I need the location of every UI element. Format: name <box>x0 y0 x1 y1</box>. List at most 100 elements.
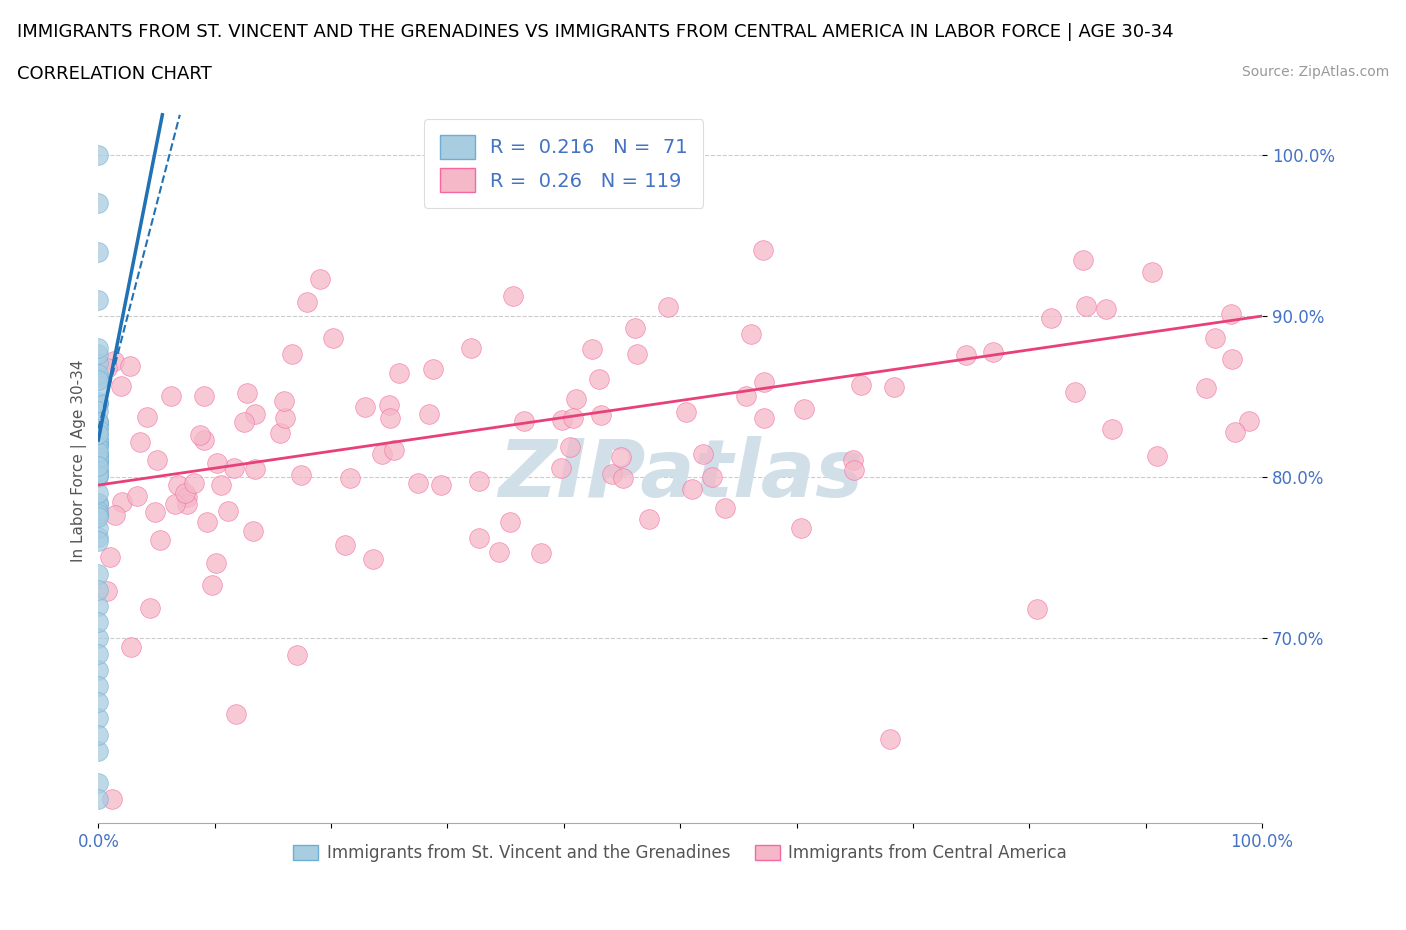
Immigrants from Central America <box>205 456 228 471</box>
Immigrants from Central America <box>145 453 167 468</box>
Immigrants from Central America <box>529 546 551 561</box>
Immigrants from Central America <box>335 538 357 552</box>
Immigrants from St. Vincent and the Grenadines <box>87 369 110 384</box>
Immigrants from Central America <box>851 378 873 392</box>
Immigrants from Central America <box>581 341 603 356</box>
Immigrants from St. Vincent and the Grenadines <box>87 508 110 523</box>
Immigrants from Central America <box>1222 352 1244 366</box>
Immigrants from Central America <box>610 449 633 464</box>
Immigrants from St. Vincent and the Grenadines <box>87 427 110 442</box>
Immigrants from Central America <box>176 489 198 504</box>
Immigrants from St. Vincent and the Grenadines <box>87 646 110 661</box>
Immigrants from St. Vincent and the Grenadines <box>87 448 110 463</box>
Immigrants from Central America <box>96 361 118 376</box>
Immigrants from Central America <box>1064 384 1087 399</box>
Immigrants from Central America <box>512 414 534 429</box>
Immigrants from Central America <box>498 515 520 530</box>
Immigrants from St. Vincent and the Grenadines <box>87 421 110 436</box>
Immigrants from St. Vincent and the Grenadines <box>87 679 110 694</box>
Immigrants from St. Vincent and the Grenadines <box>87 631 110 645</box>
Immigrants from St. Vincent and the Grenadines <box>87 598 110 613</box>
Immigrants from St. Vincent and the Grenadines <box>87 496 110 511</box>
Immigrants from Central America <box>735 389 758 404</box>
Immigrants from St. Vincent and the Grenadines <box>87 437 110 452</box>
Immigrants from Central America <box>692 446 714 461</box>
Immigrants from Central America <box>103 353 125 368</box>
Immigrants from Central America <box>700 470 723 485</box>
Immigrants from St. Vincent and the Grenadines <box>87 404 110 418</box>
Immigrants from Central America <box>468 473 491 488</box>
Immigrants from St. Vincent and the Grenadines <box>87 462 110 477</box>
Immigrants from Central America <box>1074 299 1097 313</box>
Immigrants from Central America <box>637 512 659 526</box>
Immigrants from Central America <box>290 467 312 482</box>
Immigrants from St. Vincent and the Grenadines <box>87 445 110 459</box>
Immigrants from Central America <box>430 477 453 492</box>
Immigrants from St. Vincent and the Grenadines <box>87 711 110 726</box>
Immigrants from St. Vincent and the Grenadines <box>87 498 110 513</box>
Immigrants from St. Vincent and the Grenadines <box>87 395 110 410</box>
Immigrants from Central America <box>675 405 697 419</box>
Immigrants from St. Vincent and the Grenadines <box>87 504 110 519</box>
Immigrants from St. Vincent and the Grenadines <box>87 445 110 459</box>
Immigrants from St. Vincent and the Grenadines <box>87 413 110 428</box>
Immigrants from St. Vincent and the Grenadines <box>87 469 110 484</box>
Immigrants from Central America <box>844 462 866 477</box>
Immigrants from Central America <box>1071 252 1094 267</box>
Immigrants from Central America <box>160 389 183 404</box>
Immigrants from Central America <box>101 791 124 806</box>
Immigrants from St. Vincent and the Grenadines <box>87 458 110 473</box>
Immigrants from Central America <box>361 551 384 566</box>
Immigrants from Central America <box>1237 414 1260 429</box>
Immigrants from Central America <box>1140 265 1163 280</box>
Immigrants from St. Vincent and the Grenadines <box>87 432 110 447</box>
Immigrants from Central America <box>488 544 510 559</box>
Immigrants from St. Vincent and the Grenadines <box>87 510 110 525</box>
Immigrants from Central America <box>371 447 394 462</box>
Immigrants from St. Vincent and the Grenadines <box>87 432 110 446</box>
Immigrants from St. Vincent and the Grenadines <box>87 415 110 430</box>
Immigrants from Central America <box>120 640 142 655</box>
Immigrants from Central America <box>149 532 172 547</box>
Immigrants from Central America <box>418 406 440 421</box>
Immigrants from Central America <box>1195 381 1218 396</box>
Immigrants from Central America <box>1223 425 1246 440</box>
Immigrants from Central America <box>269 426 291 441</box>
Immigrants from Central America <box>883 379 905 394</box>
Immigrants from St. Vincent and the Grenadines <box>87 415 110 430</box>
Immigrants from Central America <box>354 399 377 414</box>
Immigrants from Central America <box>378 411 401 426</box>
Immigrants from Central America <box>378 398 401 413</box>
Immigrants from St. Vincent and the Grenadines <box>87 663 110 678</box>
Immigrants from Central America <box>1146 449 1168 464</box>
Immigrants from Central America <box>98 550 121 565</box>
Immigrants from Central America <box>242 524 264 538</box>
Immigrants from Central America <box>551 413 574 428</box>
Immigrants from Central America <box>143 504 166 519</box>
Immigrants from Central America <box>600 467 623 482</box>
Immigrants from Central America <box>308 272 330 286</box>
Immigrants from Central America <box>468 531 491 546</box>
Immigrants from Central America <box>1026 602 1049 617</box>
Immigrants from Central America <box>96 583 118 598</box>
Immigrants from Central America <box>565 392 588 406</box>
Text: Source: ZipAtlas.com: Source: ZipAtlas.com <box>1241 65 1389 79</box>
Immigrants from Central America <box>193 432 215 447</box>
Immigrants from Central America <box>790 521 813 536</box>
Immigrants from Central America <box>681 482 703 497</box>
Immigrants from Central America <box>624 321 647 336</box>
Immigrants from Central America <box>243 406 266 421</box>
Immigrants from Central America <box>740 326 762 341</box>
Immigrants from St. Vincent and the Grenadines <box>87 347 110 362</box>
Immigrants from St. Vincent and the Grenadines <box>87 467 110 482</box>
Immigrants from Central America <box>382 442 405 457</box>
Immigrants from Central America <box>558 440 581 455</box>
Immigrants from Central America <box>754 411 776 426</box>
Immigrants from Central America <box>235 386 257 401</box>
Immigrants from Central America <box>793 402 815 417</box>
Immigrants from St. Vincent and the Grenadines <box>87 379 110 393</box>
Immigrants from Central America <box>174 486 197 501</box>
Immigrants from Central America <box>1204 330 1226 345</box>
Immigrants from Central America <box>110 379 132 393</box>
Immigrants from St. Vincent and the Grenadines <box>87 453 110 468</box>
